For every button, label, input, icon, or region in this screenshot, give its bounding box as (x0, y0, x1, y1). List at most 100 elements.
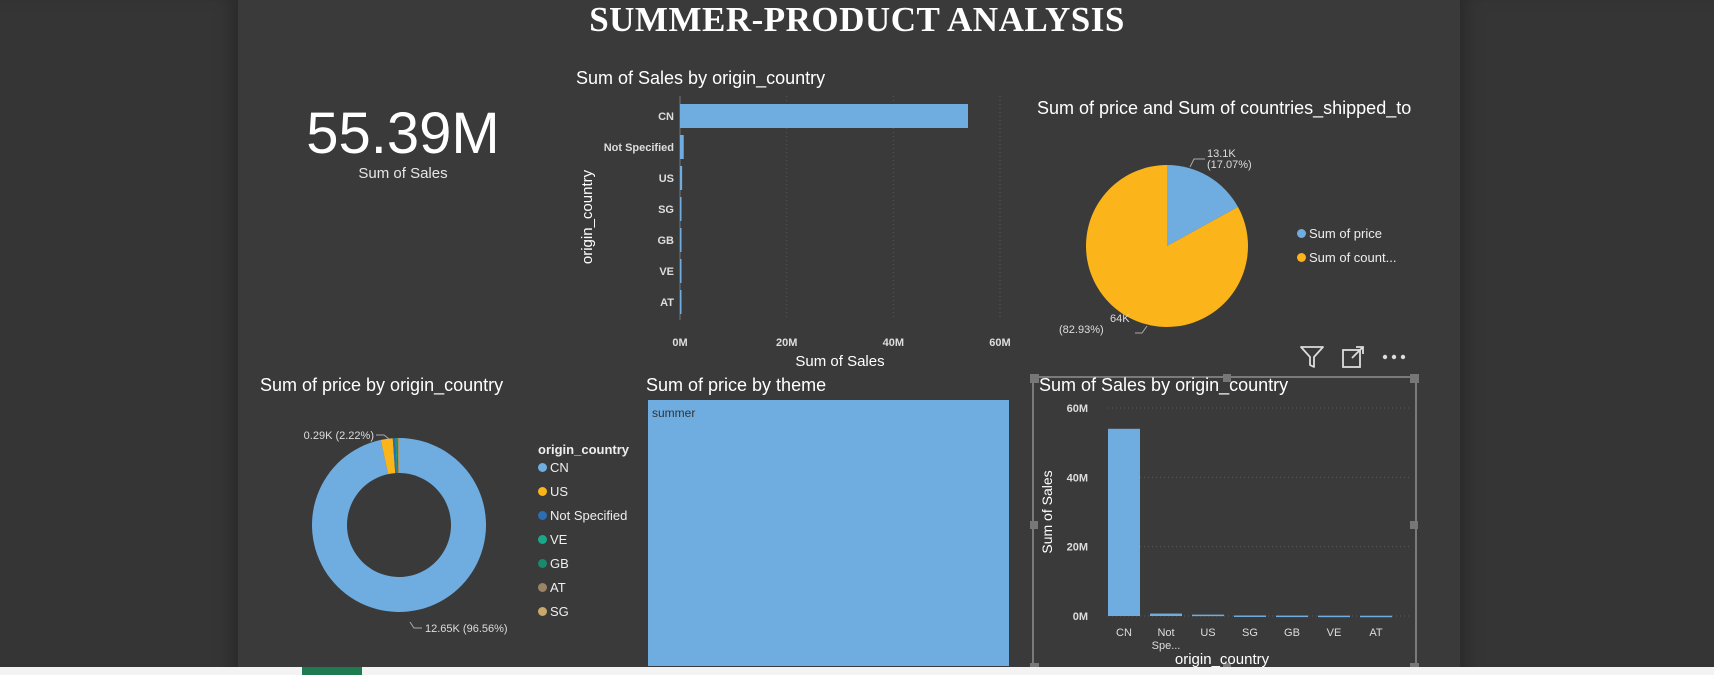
treemap-tile-summer[interactable]: summer (647, 399, 1010, 667)
hbar-bar (680, 135, 684, 159)
legend-label: VE (550, 532, 568, 547)
resize-handle (1410, 374, 1419, 383)
status-tab[interactable] (302, 667, 362, 675)
selection-frame (1032, 376, 1417, 670)
pie-title: Sum of price and Sum of countries_shippe… (1037, 98, 1412, 118)
hbar-y-tick: AT (660, 297, 674, 309)
right-margin (1460, 0, 1714, 675)
pie-legend-item-countries[interactable]: Sum of count... (1297, 250, 1396, 265)
report-title: SUMMER-PRODUCT ANALYSIS (589, 0, 1125, 39)
vbar-x-tick: US (1200, 627, 1215, 639)
vbar-x-tick: VE (1327, 627, 1342, 639)
vbar-bar (1234, 615, 1266, 617)
donut-slice (312, 438, 486, 612)
hbar-x-tick: 0M (672, 337, 687, 349)
pie-legend-item-price[interactable]: Sum of price (1297, 226, 1382, 241)
donut-leader-line (409, 621, 422, 629)
hbar-y-axis-label: origin_country (579, 169, 596, 264)
legend-dot (538, 511, 547, 521)
kpi-value: 55.39M (306, 101, 500, 166)
left-margin (0, 0, 238, 675)
pie-leader-line (1135, 325, 1148, 334)
pie-leader-line (1189, 158, 1205, 168)
hbar-y-tick: CN (658, 111, 674, 123)
donut-legend-item[interactable]: VE (538, 532, 567, 547)
pie-chart[interactable]: 13.1K(17.07%) 64K (82.93%) (1050, 140, 1300, 340)
hbar-y-tick: SG (658, 204, 674, 216)
donut-legend-item[interactable]: GB (538, 556, 569, 571)
vbar-y-tick: 60M (1067, 403, 1088, 415)
legend-dot (538, 535, 547, 545)
vbar-y-axis-label: Sum of Sales (1039, 470, 1055, 553)
vbar-bar (1360, 615, 1392, 618)
pie-value-label: 13.1K (1207, 148, 1236, 160)
legend-dot (1297, 253, 1306, 263)
vbar-bar (1108, 428, 1140, 616)
hbar-x-tick: 60M (989, 337, 1010, 349)
hbar-x-tick: 20M (776, 337, 797, 349)
treemap-title: Sum of price by theme (646, 375, 827, 395)
hbar-bar (680, 290, 682, 314)
donut-slice (398, 438, 399, 474)
hbar-title: Sum of Sales by origin_country (576, 68, 826, 88)
donut-label-large: 12.65K (96.56%) (425, 623, 508, 635)
status-strip (0, 667, 1714, 675)
donut-legend-item[interactable]: Not Specified (538, 508, 627, 523)
resize-handle (1410, 521, 1418, 529)
vbar-bar (1276, 615, 1308, 618)
donut-legend-item[interactable]: SG (538, 604, 569, 619)
legend-dot (538, 559, 547, 569)
resize-handle (1030, 521, 1038, 529)
donut-legend-title: origin_country (538, 442, 630, 457)
legend-label: AT (550, 580, 566, 595)
pie-percent-label: (17.07%) (1207, 159, 1252, 171)
legend-dot (1297, 229, 1306, 239)
donut-slice (396, 438, 399, 474)
legend-dot (538, 487, 547, 497)
vbar-x-tick: GB (1284, 627, 1300, 639)
vbar-bar (1192, 614, 1224, 617)
vbar-x-axis-label: origin_country (1175, 651, 1270, 668)
vbar-y-tick: 40M (1067, 472, 1088, 484)
donut-slice (380, 438, 396, 475)
legend-label: Not Specified (550, 508, 628, 523)
more-options-icon[interactable] (1380, 344, 1408, 370)
hbar-bar (680, 104, 968, 128)
donut-slice (395, 438, 398, 474)
hbar-y-tick: VE (659, 266, 674, 278)
legend-label: Sum of price (1309, 226, 1382, 241)
hbar-y-tick: Not Specified (604, 142, 674, 154)
legend-label: SG (550, 604, 569, 619)
legend-label: US (550, 484, 569, 499)
hbar-y-tick: US (659, 173, 674, 185)
treemap-tile-label: summer (652, 406, 696, 420)
legend-label: Sum of count... (1309, 250, 1397, 265)
donut-legend-item[interactable]: US (538, 484, 568, 499)
vbar-y-tick: 0M (1073, 611, 1088, 623)
hbar-chart[interactable]: 0M 20M 40M 60M CN Not Specified US SG GB VE AT Sum … (570, 92, 1030, 374)
pie-percent-label: (82.93%) (1059, 324, 1104, 336)
hbar-x-tick: 40M (883, 337, 904, 349)
vbar-x-tick: SG (1242, 627, 1258, 639)
kpi-label: Sum of Sales (358, 165, 448, 182)
resize-handle (1223, 374, 1231, 382)
vbar-x-tick: Not (1157, 627, 1174, 639)
vbar-bar (1318, 615, 1350, 618)
hbar-bar (680, 259, 682, 283)
legend-label: CN (550, 460, 569, 475)
focus-mode-icon[interactable] (1340, 344, 1366, 370)
donut-legend-item[interactable]: CN (538, 460, 569, 475)
donut-chart[interactable]: 0.29K (2.22%) 12.65K (96.56%) (280, 420, 540, 650)
legend-dot (538, 463, 547, 473)
vbar-x-tick: CN (1116, 627, 1132, 639)
donut-slice (397, 438, 399, 474)
donut-legend-item[interactable]: AT (538, 580, 566, 595)
vbar-bar (1150, 613, 1182, 616)
donut-slice (392, 438, 397, 474)
resize-handle (1030, 374, 1039, 383)
filter-icon[interactable] (1298, 344, 1326, 370)
hbar-x-axis-label: Sum of Sales (795, 353, 884, 370)
hbar-bar (680, 228, 682, 252)
donut-label-small: 0.29K (2.22%) (304, 430, 374, 442)
